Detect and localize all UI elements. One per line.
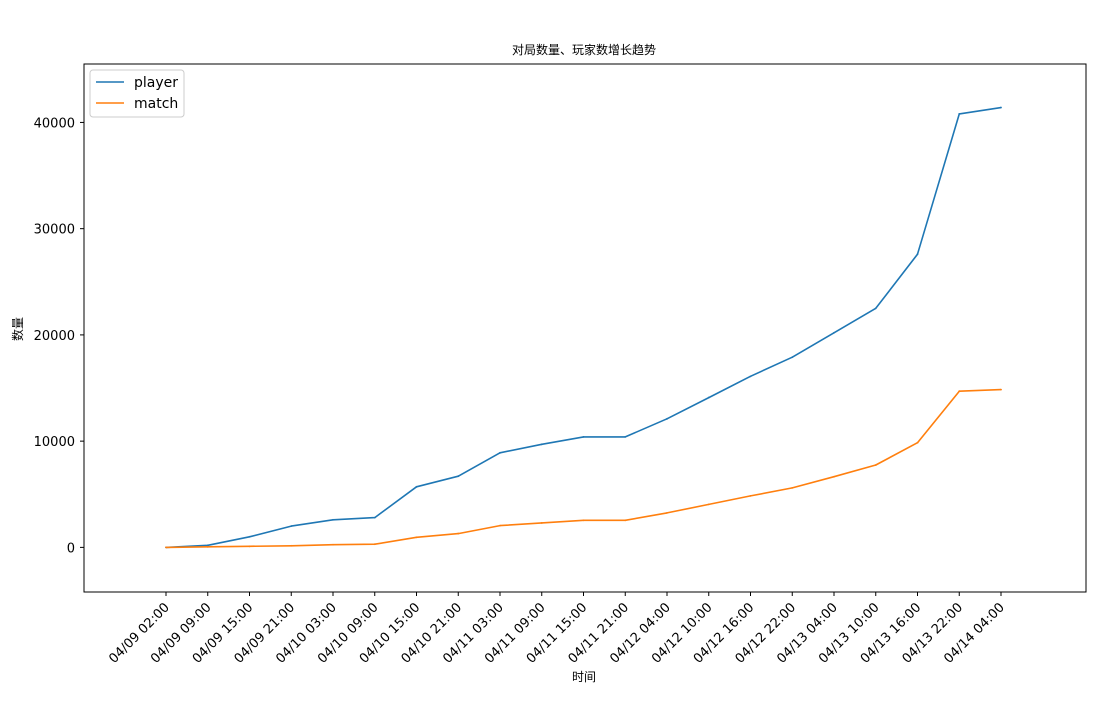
chart-title: 对局数量、玩家数增长趋势 — [512, 42, 656, 57]
legend: player match — [89, 69, 185, 118]
data-point-player — [540, 443, 543, 446]
data-point-match — [457, 532, 460, 535]
data-point-match — [666, 511, 668, 514]
data-point-player — [373, 516, 376, 519]
data-point-match — [1000, 388, 1002, 391]
data-point-match — [499, 524, 501, 527]
data-point-player — [582, 435, 585, 438]
data-point-player — [707, 396, 710, 399]
data-point-match — [749, 494, 752, 497]
data-point-match — [165, 546, 167, 549]
data-point-match — [958, 390, 961, 393]
series-line-match — [165, 388, 1002, 549]
y-axis-label: 数量 — [10, 317, 25, 341]
data-point-player — [415, 485, 418, 488]
x-axis-label: 时间 — [572, 670, 596, 684]
data-point-match — [624, 519, 627, 522]
data-point-player — [248, 535, 251, 538]
data-point-player — [916, 253, 919, 256]
data-point-player — [833, 331, 835, 334]
data-point-player — [791, 356, 794, 359]
data-point-player — [1000, 106, 1002, 109]
y-tick-label: 20000 — [34, 329, 75, 344]
data-point-player — [874, 307, 877, 310]
data-point-match — [916, 441, 919, 444]
legend-label-match: match — [134, 96, 178, 112]
data-point-player — [457, 475, 460, 478]
data-point-match — [874, 464, 877, 466]
data-point-match — [415, 536, 418, 539]
y-tick-label: 30000 — [34, 223, 75, 238]
data-point-match — [791, 486, 794, 489]
data-point-player — [666, 417, 668, 420]
data-point-player — [499, 451, 501, 454]
data-point-match — [373, 543, 376, 546]
data-point-player — [624, 435, 627, 438]
y-tick-label: 0 — [67, 541, 75, 556]
y-axis: 0 10000 20000 30000 40000 — [34, 116, 84, 556]
data-point-match — [833, 475, 835, 478]
data-point-match — [290, 544, 293, 547]
data-point-match — [206, 545, 209, 548]
data-point-player — [206, 544, 209, 547]
y-tick-label: 10000 — [34, 435, 75, 450]
data-point-match — [582, 519, 585, 522]
data-point-player — [332, 518, 334, 521]
data-point-player — [290, 525, 293, 528]
data-point-match — [540, 522, 543, 524]
data-point-player — [958, 113, 961, 115]
legend-label-player: player — [134, 75, 178, 91]
y-tick-label: 40000 — [34, 116, 75, 131]
series-line-player — [165, 106, 1002, 549]
data-point-player — [749, 375, 752, 378]
series-layer — [165, 106, 1002, 549]
data-point-match — [248, 545, 251, 548]
data-point-match — [332, 543, 334, 546]
data-point-match — [707, 503, 710, 506]
plot-area — [83, 63, 1087, 593]
